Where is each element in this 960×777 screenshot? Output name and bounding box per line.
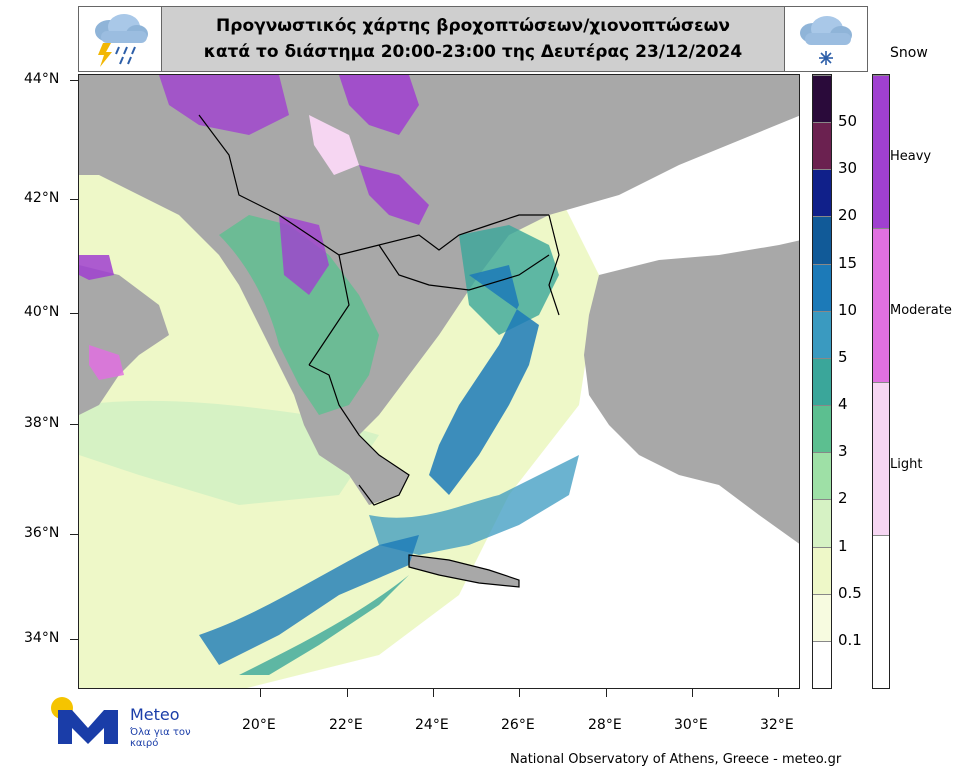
colorbar-segment — [813, 357, 831, 406]
lat-tick — [70, 313, 78, 314]
title-line-2: κατά το διάστημα 20:00-23:00 της Δευτέρα… — [203, 42, 743, 62]
title-line-1: Προγνωστικός χάρτης βροχοπτώσεων/χιονοπτ… — [216, 16, 730, 36]
colorbar-segment — [813, 263, 831, 311]
colorbar-segment — [813, 593, 831, 641]
snow-cloud-icon — [784, 7, 867, 71]
lon-label-20: 20°E — [242, 717, 276, 733]
lon-tick — [260, 689, 261, 697]
meteo-logo — [50, 696, 190, 748]
colorbar-label: 0.1 — [838, 630, 862, 649]
lon-label-26: 26°E — [501, 717, 535, 733]
colorbar-segment — [813, 216, 831, 264]
colorbar-label: 10 — [838, 300, 858, 319]
snow-legend-title: Snow — [890, 45, 928, 61]
rain-thunder-cloud-icon — [79, 7, 162, 71]
colorbar-segment — [813, 499, 831, 547]
lat-label-34: 34°N — [24, 630, 60, 646]
snow-label-moderate: Moderate — [890, 303, 952, 318]
title-bar: Προγνωστικός χάρτης βροχοπτώσεων/χιονοπτ… — [78, 6, 868, 72]
colorbar-segment — [813, 122, 831, 170]
snow-colorbar-segment — [873, 75, 889, 229]
snow-label-light: Light — [890, 457, 923, 472]
lat-tick — [70, 534, 78, 535]
lon-tick — [606, 689, 607, 697]
lon-label-30: 30°E — [674, 717, 708, 733]
colorbar-segment — [813, 405, 831, 453]
lon-tick — [778, 689, 779, 697]
lat-label-44: 44°N — [24, 71, 60, 87]
colorbar-segment — [813, 169, 831, 217]
precipitation-map — [78, 74, 800, 689]
snow-colorbar — [872, 74, 890, 689]
colorbar-label: 20 — [838, 206, 858, 225]
map-title: Προγνωστικός χάρτης βροχοπτώσεων/χιονοπτ… — [163, 13, 783, 65]
lon-tick — [433, 689, 434, 697]
snow-colorbar-segment — [873, 381, 889, 535]
colorbar-label: 15 — [838, 253, 858, 272]
lat-label-38: 38°N — [24, 415, 60, 431]
colorbar-label: 0.5 — [838, 583, 862, 602]
logo-name: Meteo — [130, 705, 180, 724]
lat-label-36: 36°N — [24, 525, 60, 541]
lon-label-22: 22°E — [329, 717, 363, 733]
precip-colorbar — [812, 74, 832, 689]
lat-label-42: 42°N — [24, 190, 60, 206]
lon-tick — [692, 689, 693, 697]
colorbar-label: 1 — [838, 536, 848, 555]
colorbar-segment — [813, 640, 831, 688]
colorbar-label: 5 — [838, 347, 848, 366]
lon-tick — [347, 689, 348, 697]
lon-label-32: 32°E — [760, 717, 794, 733]
colorbar-segment — [813, 75, 831, 123]
colorbar-label: 3 — [838, 442, 848, 461]
lat-label-40: 40°N — [24, 304, 60, 320]
snow-label-heavy: Heavy — [890, 149, 932, 164]
colorbar-label: 50 — [838, 112, 858, 131]
snow-colorbar-segment — [873, 534, 889, 688]
colorbar-segment — [813, 310, 831, 358]
lat-tick — [70, 80, 78, 81]
lon-label-24: 24°E — [415, 717, 449, 733]
lon-tick — [519, 689, 520, 697]
footer-credit: National Observatory of Athens, Greece -… — [510, 752, 842, 767]
colorbar-segment — [813, 546, 831, 594]
snow-colorbar-segment — [873, 228, 889, 382]
colorbar-label: 4 — [838, 395, 848, 414]
lat-tick — [70, 639, 78, 640]
colorbar-label: 30 — [838, 159, 858, 178]
lat-tick — [70, 199, 78, 200]
colorbar-segment — [813, 452, 831, 500]
lon-label-28: 28°E — [588, 717, 622, 733]
logo-tagline: Όλα για τον καιρό — [130, 727, 191, 749]
colorbar-label: 2 — [838, 489, 848, 508]
lat-tick — [70, 424, 78, 425]
